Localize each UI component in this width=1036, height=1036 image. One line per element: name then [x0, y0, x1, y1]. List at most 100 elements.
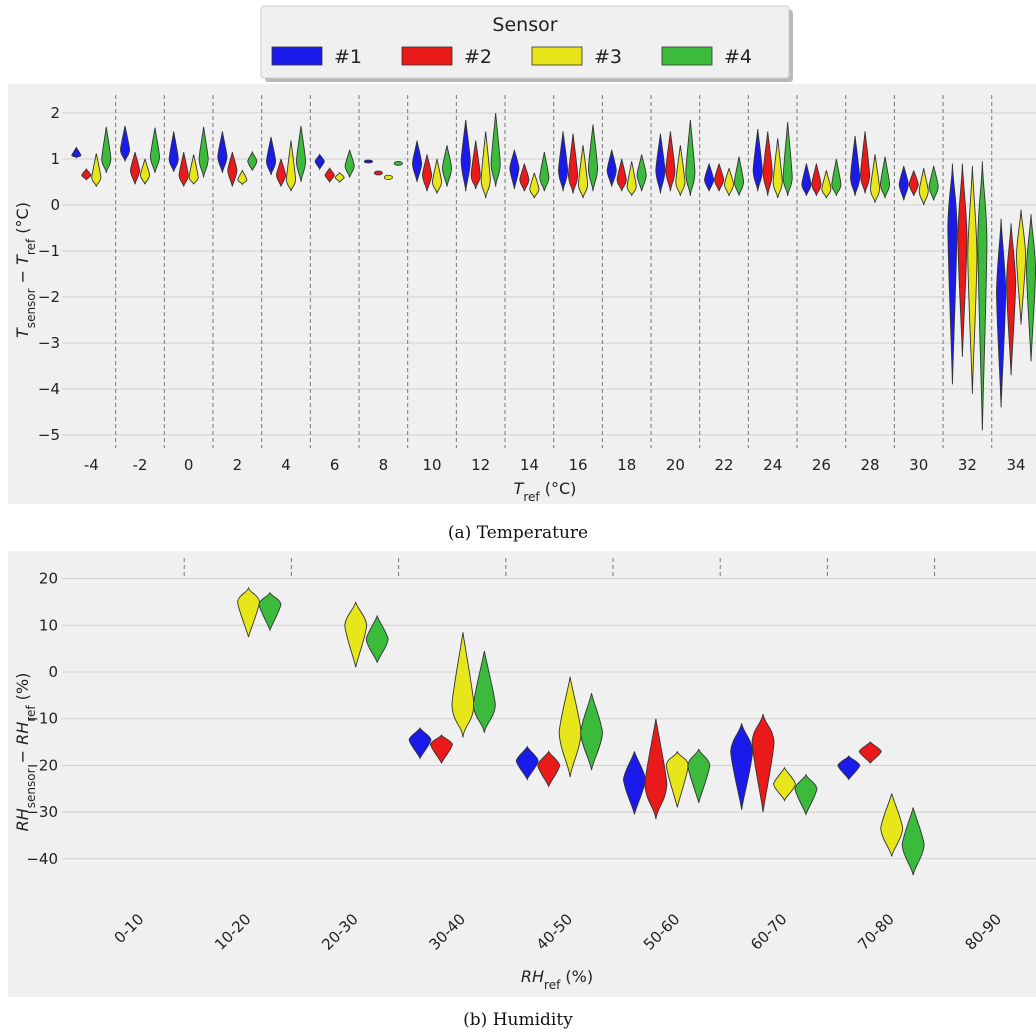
temperature-x-tick-label: 10	[422, 456, 441, 474]
humidity-violin-sensor2-30-40	[430, 733, 453, 765]
temperature-violin-sensor4--2	[149, 127, 161, 173]
temperature-violin-sensor3-6	[334, 171, 345, 184]
temperature-y-tick-label: −4	[38, 380, 60, 398]
temperature-y-tick-label: 0	[50, 196, 60, 214]
temperature-violin-sensor3-26	[821, 170, 832, 199]
humidity-violin-sensor4-20-30	[365, 614, 389, 663]
humidity-violin-sensor4-30-40	[472, 650, 496, 733]
humidity-violin-sensor3-70-80	[880, 793, 904, 857]
humidity-violin-sensor4-70-80	[901, 807, 925, 876]
temperature-violin-sensor3-30	[918, 168, 929, 206]
temperature-violin-sensor1-2	[217, 131, 228, 173]
temperature-violins	[71, 112, 1036, 431]
legend-swatch-sensor4	[661, 46, 713, 66]
temperature-violin-sensor4-34	[1025, 214, 1036, 362]
temperature-violin-sensor2-14	[519, 163, 530, 192]
temperature-violin-sensor4-8	[393, 161, 403, 166]
temperature-violin-sensor4-22	[733, 156, 745, 196]
humidity-y-tick-label: −40	[26, 850, 58, 868]
temperature-x-tick-label: 8	[379, 456, 389, 474]
temperature-violin-sensor2-18	[616, 158, 627, 192]
legend-label-sensor2: #2	[464, 46, 492, 68]
temperature-y-tick-label: −3	[38, 334, 60, 352]
temperature-y-tick-label: 1	[50, 150, 60, 168]
temperature-violin-sensor3--4	[91, 153, 102, 187]
temperature-violin-sensor3-20	[675, 145, 686, 196]
temperature-x-tick-label: 24	[763, 456, 782, 474]
humidity-y-tick-label: 20	[39, 570, 58, 588]
temperature-violin-sensor1-4	[265, 136, 277, 176]
humidity-y-axis-label: RHsensor − RHref (%)	[13, 673, 38, 832]
temperature-violin-sensor2-34	[1006, 223, 1017, 376]
temperature-violin-sensor3-10	[431, 158, 443, 194]
temperature-x-axis-label-main: T	[514, 479, 525, 498]
temperature-x-axis-label-sub: ref	[523, 490, 540, 504]
humidity-y-axis-label-part: −	[13, 745, 32, 769]
humidity-violin-sensor3-40-50	[558, 676, 582, 778]
temperature-violin-sensor4-30	[928, 165, 939, 201]
humidity-violin-sensor1-40-50	[515, 745, 539, 781]
humidity-y-tick-label: −10	[26, 710, 58, 728]
temperature-panel: 210−1−2−3−4−5 -4 -2 0 2 4 6 8 10 12 14 16 18 20 22 24 2…	[8, 84, 1036, 504]
temperature-violin-sensor2-6	[324, 166, 335, 184]
temperature-x-tick-label: 12	[471, 456, 490, 474]
humidity-violin-sensor1-70-80	[837, 755, 861, 781]
temperature-caption: (a) Temperature	[448, 523, 588, 543]
temperature-x-tick-label: 30	[909, 456, 928, 474]
humidity-violin-sensor2-70-80	[858, 741, 882, 765]
humidity-x-axis-label-sub: ref	[544, 978, 561, 992]
temperature-violin-sensor1-32	[947, 163, 958, 385]
humidity-y-axis-label-part: RH	[13, 722, 32, 745]
humidity-violin-sensor1-50-60	[622, 751, 646, 815]
humidity-violin-sensor4-50-60	[687, 748, 711, 803]
temperature-violin-sensor3-0	[188, 154, 199, 185]
temperature-x-tick-label: 0	[184, 456, 194, 474]
temperature-violin-sensor4-12	[490, 112, 501, 187]
temperature-violin-sensor3--2	[139, 158, 151, 185]
humidity-y-axis-label-part: ref	[24, 705, 38, 722]
temperature-violin-sensor3-28	[869, 154, 881, 203]
temperature-x-tick-label: 34	[1007, 456, 1026, 474]
humidity-violin-sensor2-40-50	[537, 750, 561, 788]
temperature-y-axis-label-part: (°C)	[13, 202, 32, 239]
temperature-x-tick-label: 32	[958, 456, 977, 474]
humidity-y-axis-label-part: RH	[13, 808, 32, 831]
temperature-violin-sensor3-4	[285, 140, 297, 192]
humidity-x-axis-label: RHref (%)	[521, 967, 593, 992]
temperature-violin-sensor1-14	[509, 149, 520, 189]
temperature-y-axis-label-part: ref	[24, 238, 38, 255]
temperature-panel-background	[8, 84, 1036, 504]
temperature-violin-sensor2-20	[665, 131, 676, 192]
temperature-violin-sensor4-4	[295, 125, 307, 183]
humidity-gridlines	[62, 578, 1036, 860]
temperature-violin-sensor3-2	[237, 169, 248, 186]
humidity-caption: (b) Humidity	[463, 1010, 573, 1030]
temperature-violin-sensor2-30	[908, 170, 919, 196]
temperature-x-tick-label: -4	[84, 456, 99, 474]
temperature-violin-sensor1-18	[606, 149, 617, 187]
temperature-violin-sensor3-8	[383, 174, 393, 180]
temperature-violin-sensor4-26	[831, 158, 842, 196]
humidity-violins	[237, 586, 925, 876]
temperature-violin-sensor2-16	[567, 133, 579, 194]
temperature-violin-sensor2-10	[421, 154, 433, 192]
temperature-y-tick-label: −2	[38, 288, 60, 306]
temperature-violin-sensor2-24	[762, 131, 773, 196]
temperature-violin-sensor4--4	[101, 126, 112, 173]
humidity-y-tick-label: 0	[48, 663, 58, 681]
temperature-y-tick-label: 2	[50, 104, 60, 122]
humidity-category-dividers	[183, 558, 936, 578]
temperature-x-tick-label: 4	[281, 456, 291, 474]
temperature-y-tick-label: −5	[38, 426, 60, 444]
temperature-y-axis-label-part: sensor	[24, 288, 38, 328]
temperature-violin-sensor3-32	[967, 165, 978, 394]
temperature-x-tick-label: 22	[714, 456, 733, 474]
temperature-violin-sensor4-6	[344, 149, 355, 178]
temperature-x-tick-labels: -4 -2 0 2 4 6 8 10 12 14 16 18 20 22 24 26 28 30 32 34	[84, 456, 1026, 474]
temperature-x-tick-label: 26	[812, 456, 831, 474]
temperature-violin-sensor1-20	[655, 133, 666, 194]
temperature-violin-sensor2-2	[227, 152, 238, 187]
humidity-violin-sensor2-50-60	[644, 718, 668, 820]
temperature-violin-sensor4-18	[636, 154, 647, 192]
